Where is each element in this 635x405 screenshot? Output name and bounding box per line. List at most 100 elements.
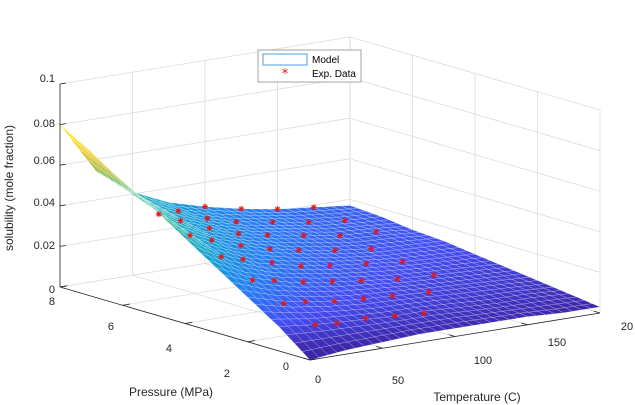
temperature-tick [303,357,311,361]
exp-data-point [269,219,276,226]
exp-data-point [206,225,213,232]
exp-data-point [266,245,273,252]
exp-data-point [332,247,338,254]
exp-data-point [337,232,343,239]
model-surface [59,124,601,361]
exp-data-points [155,203,437,328]
z-tick-label: 0.08 [34,118,55,130]
pressure-axis-ticks: 0 2 4 6 8 [49,296,289,380]
exp-data-point [177,217,184,224]
pressure-tick [184,321,193,324]
exp-data-point [155,211,162,218]
temperature-tick [593,310,601,314]
exp-data-point [327,262,333,269]
legend-asterisk-icon: * [282,67,289,82]
pressure-tick-label: 4 [166,343,172,355]
pressure-tick-label: 6 [108,321,114,333]
exp-data-point [394,275,401,282]
z-tick [59,123,66,125]
exp-data-point [310,204,317,211]
z-tick [59,285,66,288]
exp-data-point [274,206,281,213]
z-tick [59,163,66,166]
exp-data-point [329,278,336,285]
exp-data-point [233,218,240,225]
gridline [349,117,601,192]
temperature-axis-ticks: 0 50 100 150 20 [315,321,633,387]
exp-data-point [362,315,369,322]
exp-data-point [218,253,225,260]
gridline [59,117,351,166]
exp-data-point [358,277,365,284]
exp-data-point [389,292,396,299]
z-tick [59,82,66,85]
exp-data-point [391,312,398,319]
legend-label-model: Model [312,55,339,66]
exp-data-point [331,298,338,305]
z-tick [59,204,66,207]
legend-label-exp-data: Exp. Data [312,69,356,80]
exp-data-point [342,217,348,224]
exp-data-point [363,260,370,267]
gridline [59,158,351,207]
legend-box [257,49,362,83]
z-tick-label: 0.02 [34,240,55,252]
exp-data-point [420,310,427,317]
exp-data-point [373,228,380,235]
exp-data-point [300,278,307,285]
exp-data-point [187,232,193,239]
gridline [59,77,351,125]
exp-data-point [264,232,271,239]
exp-data-point [269,259,275,266]
surface-facet [67,131,85,150]
exp-data-point [305,219,312,226]
exp-data-point [300,232,307,239]
temperature-tick-label: 150 [548,337,566,349]
exp-data-point [360,295,367,302]
temperature-tick [376,346,383,349]
z-tick-label: 0.1 [40,73,55,85]
exp-data-point [237,242,244,249]
exp-data-point [312,321,318,328]
pressure-tick-label: 2 [224,368,230,380]
exp-data-point [249,277,256,284]
pressure-tick-label: 0 [283,361,289,373]
pressure-tick-label: 8 [49,296,55,308]
exp-data-point [238,205,245,212]
pressure-tick [122,303,130,306]
surface-facet [582,303,601,309]
z-tick-label: 0.04 [34,197,55,209]
exp-data-point [295,247,302,254]
gridline [349,158,601,233]
exp-data-point [302,298,309,305]
temperature-axis-label: Temperature (C) [433,390,520,404]
exp-data-point [202,203,208,210]
pressure-axis-label: Pressure (MPa) [129,385,213,399]
temperature-tick-label: 100 [474,355,492,367]
exp-data-point [430,272,437,279]
exp-data-point [333,320,340,327]
gridline [349,36,601,111]
z-axis-ticks: 0 0.02 0.04 0.06 0.08 0.1 [34,73,55,296]
temperature-tick-label: 20 [621,321,633,333]
z-axis-label: solubility (mole fraction) [2,125,16,251]
gridline [349,77,601,151]
exp-data-point [399,258,406,265]
z-tick-label: 0.06 [34,155,55,167]
exp-data-point [235,230,242,237]
gridline [59,36,351,85]
exp-data-point [240,256,246,263]
exp-data-point [204,215,211,222]
surface-facet [59,124,78,143]
exp-data-point [368,245,375,252]
legend-swatch-model [262,53,308,66]
exp-data-point [298,263,304,270]
z-tick-label: 0 [49,284,55,296]
axes-box [59,82,601,361]
exp-data-point [271,277,278,284]
exp-data-point [175,207,182,214]
exp-data-point [425,289,432,296]
temperature-tick [521,322,528,326]
gridline [349,199,601,273]
